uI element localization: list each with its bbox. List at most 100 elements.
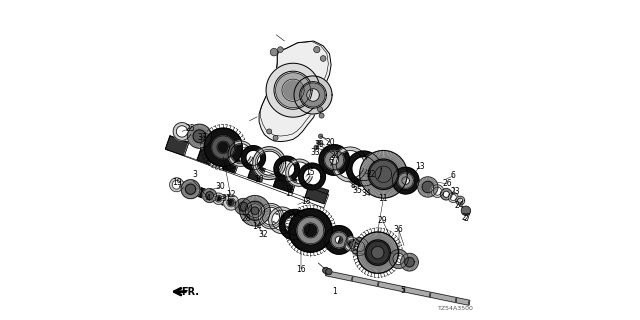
Text: 5: 5 xyxy=(400,285,405,295)
Circle shape xyxy=(270,48,278,56)
Polygon shape xyxy=(285,159,312,186)
Polygon shape xyxy=(240,196,270,226)
Polygon shape xyxy=(284,81,303,100)
Polygon shape xyxy=(440,188,452,200)
Polygon shape xyxy=(301,83,325,107)
Text: 19: 19 xyxy=(172,178,181,187)
Polygon shape xyxy=(401,253,419,271)
Polygon shape xyxy=(253,147,285,180)
Polygon shape xyxy=(293,221,321,238)
Polygon shape xyxy=(203,188,216,203)
Polygon shape xyxy=(212,136,235,159)
Circle shape xyxy=(273,135,278,140)
Polygon shape xyxy=(260,169,278,187)
Polygon shape xyxy=(248,204,262,218)
Polygon shape xyxy=(236,160,253,178)
Circle shape xyxy=(323,267,329,274)
Polygon shape xyxy=(268,212,296,229)
Text: 28: 28 xyxy=(242,214,251,223)
Polygon shape xyxy=(331,232,347,248)
Text: 22: 22 xyxy=(366,170,376,179)
Polygon shape xyxy=(319,230,340,245)
Text: 32: 32 xyxy=(258,230,268,239)
Polygon shape xyxy=(365,240,390,265)
Polygon shape xyxy=(357,232,398,273)
Polygon shape xyxy=(217,195,233,207)
Polygon shape xyxy=(404,257,414,267)
Circle shape xyxy=(267,129,272,134)
Polygon shape xyxy=(210,151,227,169)
Text: 3: 3 xyxy=(192,170,197,179)
Polygon shape xyxy=(418,177,438,197)
Text: 11: 11 xyxy=(379,194,388,203)
Polygon shape xyxy=(197,147,214,164)
Polygon shape xyxy=(251,207,259,215)
Polygon shape xyxy=(326,271,327,276)
Polygon shape xyxy=(324,150,344,170)
Polygon shape xyxy=(398,173,413,188)
Text: 8: 8 xyxy=(351,181,356,190)
Text: 33: 33 xyxy=(310,148,320,156)
Polygon shape xyxy=(181,180,200,199)
Polygon shape xyxy=(274,156,300,181)
Polygon shape xyxy=(338,237,360,252)
Text: 27: 27 xyxy=(461,212,471,222)
Polygon shape xyxy=(170,178,183,192)
Polygon shape xyxy=(392,167,419,194)
Polygon shape xyxy=(223,156,240,173)
Text: 20: 20 xyxy=(326,138,335,147)
Polygon shape xyxy=(289,209,332,252)
Polygon shape xyxy=(299,163,325,190)
Polygon shape xyxy=(273,173,297,193)
Circle shape xyxy=(314,46,320,53)
Polygon shape xyxy=(431,185,444,197)
Polygon shape xyxy=(305,184,328,204)
Text: 4: 4 xyxy=(206,194,211,203)
Circle shape xyxy=(320,56,326,61)
Polygon shape xyxy=(259,41,331,142)
Polygon shape xyxy=(246,201,264,220)
Circle shape xyxy=(314,145,319,149)
Text: 24: 24 xyxy=(455,202,465,211)
Text: 39: 39 xyxy=(314,140,324,149)
Polygon shape xyxy=(276,73,310,108)
Polygon shape xyxy=(429,292,431,297)
Polygon shape xyxy=(258,204,284,229)
Text: 13: 13 xyxy=(415,162,425,171)
Polygon shape xyxy=(319,145,349,175)
Text: 12: 12 xyxy=(226,190,236,199)
Polygon shape xyxy=(324,226,353,254)
Text: 1: 1 xyxy=(332,287,337,296)
Polygon shape xyxy=(333,147,367,182)
Polygon shape xyxy=(188,124,211,148)
Polygon shape xyxy=(248,164,265,182)
Polygon shape xyxy=(204,128,243,166)
Polygon shape xyxy=(294,76,332,114)
Polygon shape xyxy=(193,130,206,142)
Polygon shape xyxy=(369,160,397,188)
Text: 34: 34 xyxy=(361,189,371,198)
Polygon shape xyxy=(204,190,220,203)
Polygon shape xyxy=(422,181,433,193)
Text: 7: 7 xyxy=(329,159,333,168)
Circle shape xyxy=(326,268,332,275)
Polygon shape xyxy=(223,195,239,210)
Circle shape xyxy=(319,134,323,139)
Text: 16: 16 xyxy=(296,265,306,274)
Polygon shape xyxy=(206,192,213,199)
Text: 9: 9 xyxy=(275,174,280,184)
Text: TZ54A3500: TZ54A3500 xyxy=(438,306,474,311)
Polygon shape xyxy=(346,151,381,186)
Circle shape xyxy=(278,47,284,52)
Polygon shape xyxy=(235,198,252,215)
Circle shape xyxy=(461,206,470,215)
Text: 18: 18 xyxy=(301,197,310,206)
Polygon shape xyxy=(366,241,389,264)
Polygon shape xyxy=(204,128,243,166)
Text: 36: 36 xyxy=(394,225,404,234)
Polygon shape xyxy=(241,146,266,170)
Polygon shape xyxy=(184,142,202,160)
Text: 25: 25 xyxy=(185,124,195,133)
Polygon shape xyxy=(368,159,399,189)
Polygon shape xyxy=(255,208,271,221)
